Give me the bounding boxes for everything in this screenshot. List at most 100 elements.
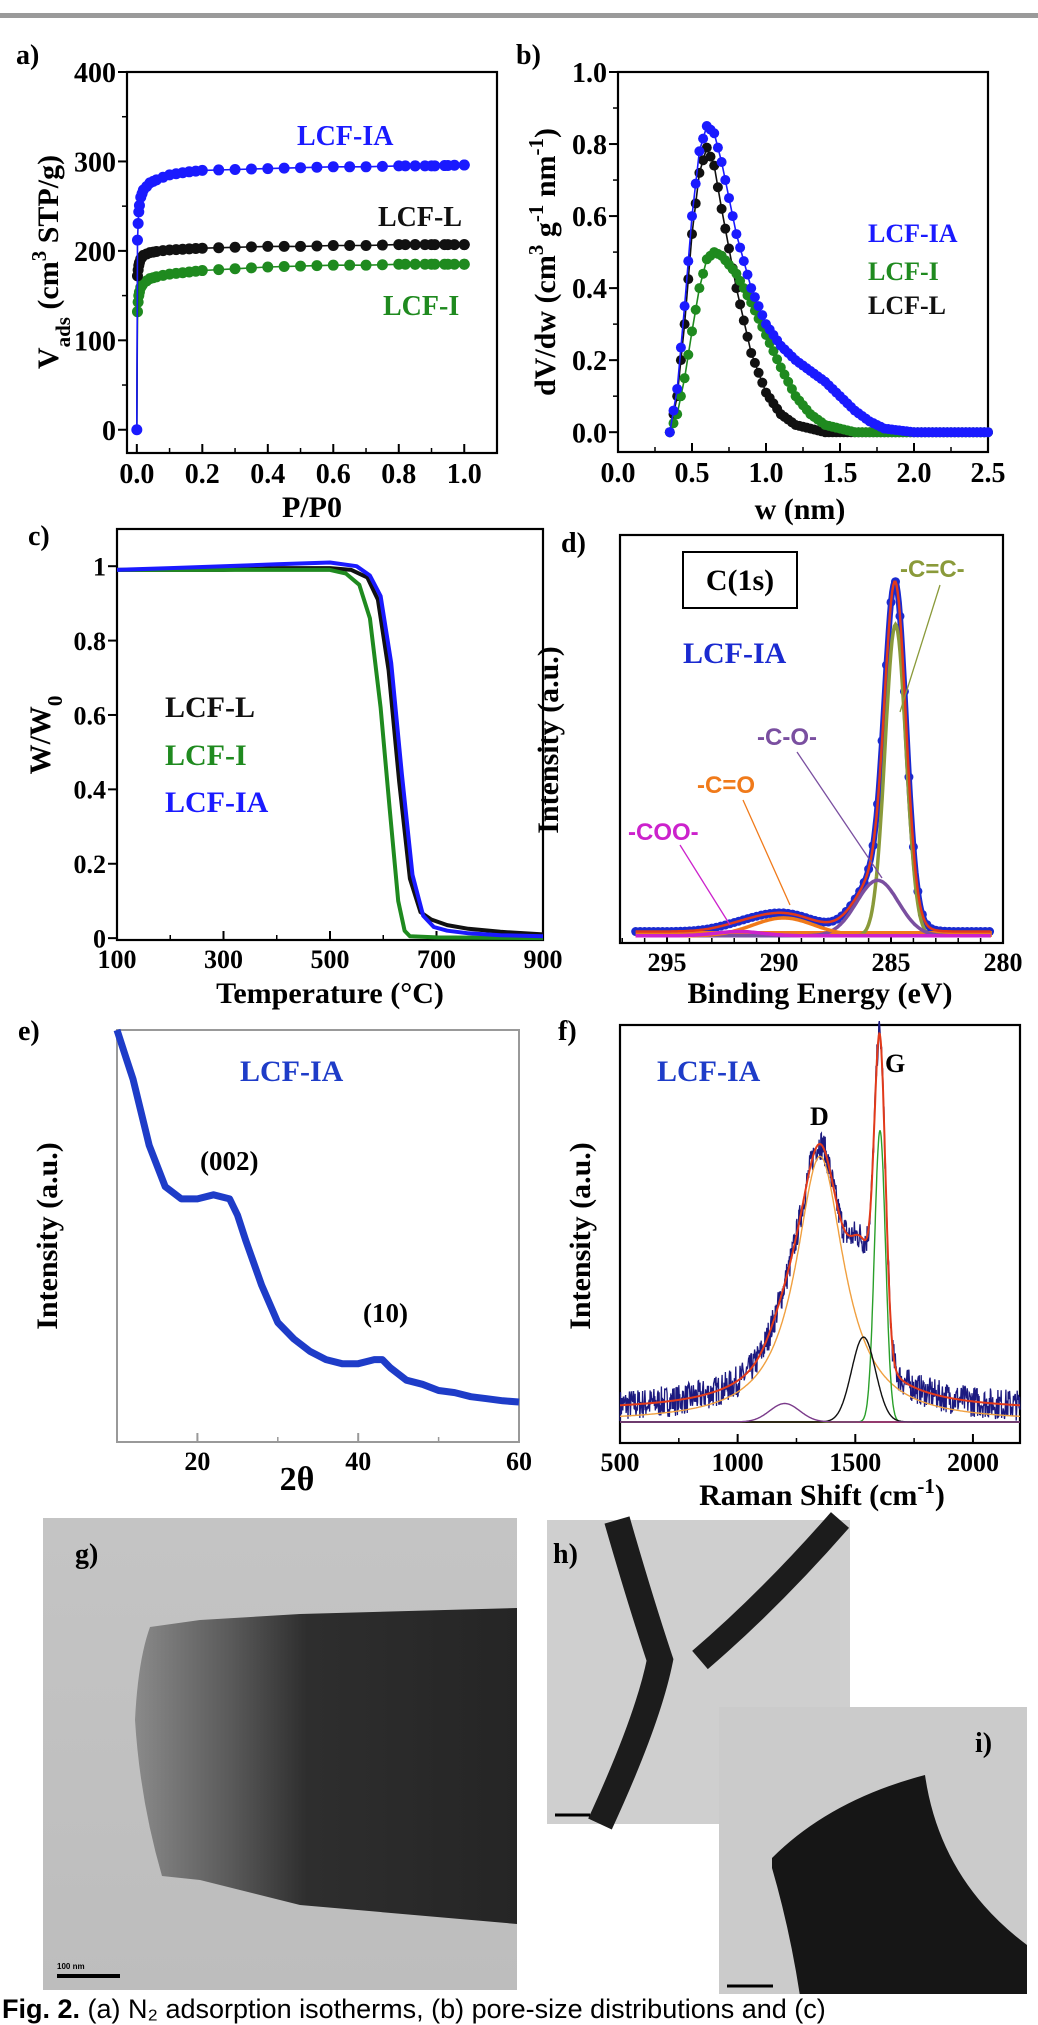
- y-tick-label: 1.0: [572, 58, 607, 89]
- data-point: [295, 260, 307, 272]
- x-tick-label: 500: [311, 945, 350, 974]
- y-tick-label: 400: [74, 58, 116, 89]
- panel-label: d): [561, 528, 586, 559]
- data-point: [439, 239, 451, 251]
- data-point: [679, 301, 690, 312]
- y-tick-label: 0: [93, 925, 106, 954]
- data-point: [712, 182, 723, 193]
- data-point: [675, 355, 686, 366]
- data-point: [701, 142, 712, 153]
- data-point: [679, 373, 690, 384]
- series-label: LCF-L: [378, 202, 462, 233]
- y-tick-label: 0.6: [572, 202, 607, 233]
- y-axis-title: Intensity (a.u.): [31, 1142, 64, 1330]
- y-axis-title: Intensity (a.u.): [564, 1142, 597, 1330]
- fit-component-line: [635, 621, 991, 938]
- data-point: [245, 163, 257, 175]
- fiber-branch: [692, 1512, 850, 1670]
- y-axis-title: Vads (cm3 STP/g): [27, 155, 75, 369]
- panel-label: b): [516, 40, 541, 71]
- data-point: [278, 261, 290, 273]
- data-point: [131, 234, 143, 246]
- y-axis-title-part: W/W: [24, 706, 57, 774]
- y-tick-label: 100: [74, 326, 116, 357]
- x-tick-label: 40: [345, 1447, 371, 1476]
- data-point: [419, 239, 431, 251]
- y-axis-title-part: 3: [524, 245, 548, 256]
- y-axis-title-part: -1: [524, 205, 548, 223]
- data-point: [311, 240, 323, 252]
- data-point: [360, 161, 372, 173]
- data-point: [705, 151, 716, 162]
- x-tick-label: 0.0: [119, 459, 154, 490]
- x-axis-title: w (nm): [755, 493, 846, 526]
- data-point: [419, 160, 431, 172]
- y-tick-label: 0.2: [74, 850, 107, 879]
- tem-micrographs: g) 100 nm h) i): [43, 1512, 1027, 1994]
- y-axis-title-part: 0: [43, 696, 67, 707]
- data-point: [716, 157, 727, 168]
- data-point: [731, 229, 742, 240]
- panel-label: f): [558, 1016, 577, 1047]
- y-axis-title-part: ): [529, 128, 562, 138]
- x-tick-label: 100: [98, 945, 137, 974]
- y-tick-label: 1: [93, 553, 106, 582]
- x-tick-label: 295: [648, 948, 687, 977]
- figure-caption: Fig. 2. (a) N₂ adsorption isotherms, (b)…: [2, 1994, 826, 2025]
- data-point: [295, 162, 307, 174]
- y-tick-label: 0.4: [572, 274, 607, 305]
- x-tick-label: 285: [872, 948, 911, 977]
- x-axis-title: 2θ: [280, 1461, 315, 1498]
- sample-label: LCF-IA: [657, 1055, 761, 1088]
- fit-component-line: [620, 1155, 1020, 1417]
- x-tick-label: 0.5: [675, 458, 710, 489]
- x-axis-title-part: -1: [917, 1474, 935, 1498]
- fiber-end: [772, 1775, 1027, 1994]
- data-point: [429, 160, 441, 172]
- series-LCF-IA: [664, 121, 993, 438]
- leader-line: [899, 584, 941, 713]
- series-label: LCF-IA: [868, 219, 958, 248]
- series-label: LCF-I: [383, 291, 459, 322]
- x-axis-title: Binding Energy (eV): [687, 977, 952, 1010]
- x-tick-label: 280: [984, 948, 1023, 977]
- data-point: [716, 203, 727, 214]
- leader-line: [796, 751, 883, 879]
- data-point: [687, 211, 697, 222]
- y-axis-title-part: 3: [27, 251, 51, 262]
- data-point: [683, 274, 694, 285]
- plot-frame: [125, 70, 499, 455]
- data-point: [458, 159, 470, 171]
- x-tick-label: 700: [417, 945, 456, 974]
- plot-frame: [618, 533, 1005, 945]
- component-label: -C=C-: [900, 556, 965, 583]
- data-point: [439, 258, 451, 270]
- micrograph-g: g) 100 nm: [43, 1518, 517, 1990]
- data-point: [698, 133, 709, 144]
- data-point: [753, 301, 764, 312]
- data-point: [458, 258, 470, 270]
- data-point: [327, 161, 339, 173]
- data-point: [687, 229, 697, 240]
- panel-label: g): [75, 1539, 98, 1570]
- x-tick-label: 20: [184, 1447, 210, 1476]
- data-point: [683, 256, 694, 267]
- data-point: [262, 261, 274, 273]
- data-point: [327, 240, 339, 252]
- y-axis-title-part: ads: [51, 317, 75, 347]
- x-tick-label: 1.0: [749, 458, 784, 489]
- series-label: LCF-L: [165, 691, 255, 724]
- data-point: [344, 259, 356, 271]
- data-point: [262, 163, 274, 175]
- data-point: [245, 262, 257, 274]
- leader-line: [742, 799, 791, 906]
- sample-label: LCF-IA: [240, 1055, 344, 1088]
- data-point: [746, 347, 757, 358]
- data-point: [983, 427, 993, 438]
- data-point: [409, 160, 421, 172]
- component-label: -COO-: [628, 819, 699, 846]
- peak-label-10: (10): [363, 1298, 408, 1328]
- series-LCF-IA: [131, 159, 470, 430]
